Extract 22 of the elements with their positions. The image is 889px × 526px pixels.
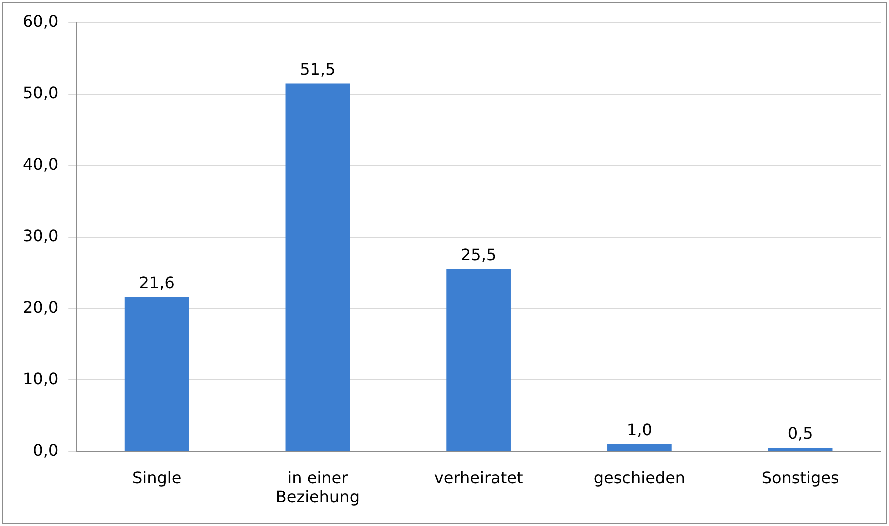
data-label: 25,5	[461, 246, 497, 265]
y-tick-label: 20,0	[23, 298, 59, 317]
x-tick-label: in einer Beziehung	[276, 468, 360, 507]
y-tick-label: 60,0	[23, 12, 59, 32]
y-tick-label: 0,0	[33, 440, 59, 460]
bar	[286, 84, 350, 452]
x-tick-label: verheiratet	[434, 468, 524, 488]
bar	[446, 269, 511, 452]
x-tick-label: Sonstiges	[762, 468, 840, 488]
bar	[124, 297, 190, 452]
x-tick-label: Single	[132, 468, 182, 488]
data-label: 21,6	[139, 273, 175, 292]
data-label: 1,0	[626, 420, 652, 440]
y-tick-label: 40,0	[23, 155, 59, 174]
bar	[608, 444, 672, 452]
y-tick-label: 50,0	[23, 84, 59, 103]
data-label: 0,5	[788, 424, 814, 444]
x-tick-label: geschieden	[594, 468, 686, 488]
y-tick-label: 30,0	[23, 226, 59, 246]
data-label: 51,5	[300, 60, 336, 79]
y-tick-label: 10,0	[23, 369, 59, 388]
bar	[768, 448, 833, 452]
